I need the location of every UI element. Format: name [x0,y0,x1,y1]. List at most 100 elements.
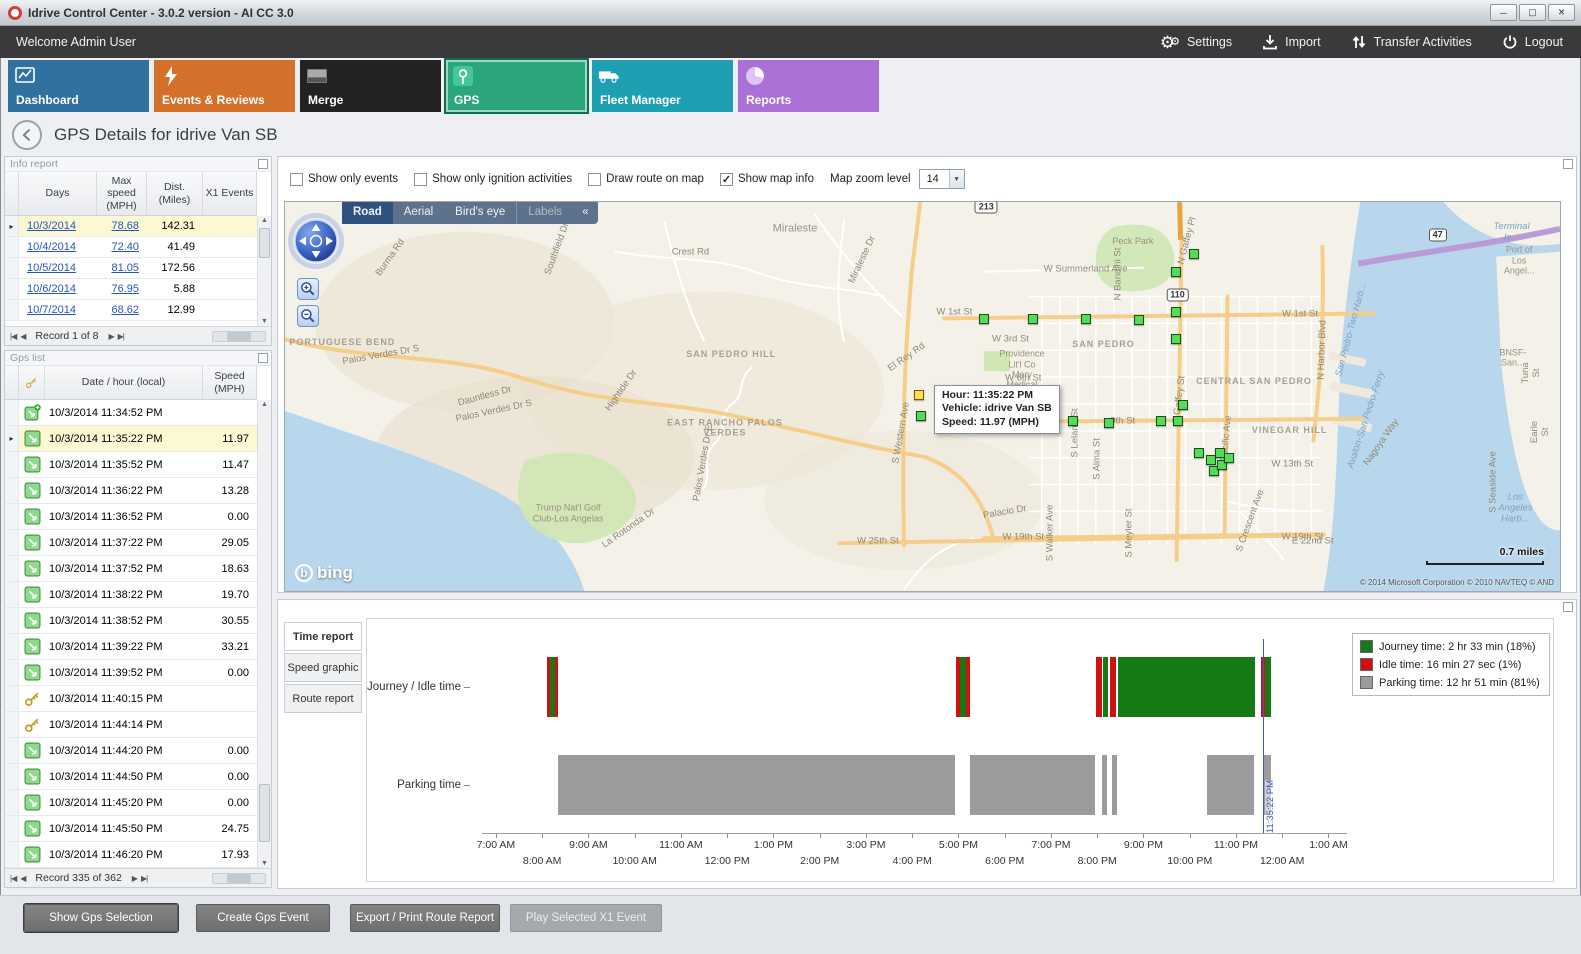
scrollbar-thumb[interactable] [227,331,251,341]
map-style-tab-road[interactable]: Road [342,202,393,224]
column-header-distance[interactable]: Dist. (Miles) [147,172,203,215]
gps-marker[interactable] [1080,313,1091,324]
gps-marker[interactable] [1223,453,1234,464]
day-link[interactable]: 10/6/2014 [27,283,76,295]
gps-list-scrollbar[interactable]: ▲ ▼ [257,400,271,868]
gps-list-row[interactable]: 10/3/2014 11:36:22 PM 13.28 [5,478,257,504]
gps-marker[interactable] [916,410,927,421]
gps-list-row[interactable]: 10/3/2014 11:37:52 PM 18.63 [5,556,257,582]
pager-prev-button[interactable]: ◀ [20,873,26,883]
tab-route-report[interactable]: Route report [284,684,362,713]
pager-last-button[interactable]: ▶| [117,331,125,341]
collapse-panel-icon[interactable] [1563,159,1573,169]
map-style-tab-aerial[interactable]: Aerial [403,206,434,218]
pager-scrollbar[interactable] [212,330,266,342]
map-tabs-collapse-button[interactable]: « [582,206,589,218]
info-report-scrollbar[interactable]: ▲ ▼ [257,216,271,326]
nav-tile-reports[interactable]: Reports [738,60,879,112]
collapse-panel-icon[interactable] [258,159,268,169]
map-style-tab-bird-s-eye[interactable]: Bird's eye [455,206,506,218]
scroll-down-icon[interactable]: ▼ [261,318,268,325]
create-gps-event-button[interactable]: Create Gps Event [196,904,330,932]
gps-marker[interactable] [1134,314,1145,325]
info-report-row[interactable]: ▸ 10/3/2014 78.68 142.31 [5,216,257,237]
max-speed-link[interactable]: 72.40 [111,241,139,253]
selected-gps-marker[interactable] [913,390,924,401]
gps-list-row[interactable]: 10/3/2014 11:45:50 PM 24.75 [5,816,257,842]
info-report-row[interactable]: 10/5/2014 81.05 172.56 [5,258,257,279]
gps-marker[interactable] [1205,454,1216,465]
gps-list-row[interactable]: 10/3/2014 11:39:22 PM 33.21 [5,634,257,660]
map-canvas[interactable]: Miraleste Peck Park W Summerland Ave Crest … [284,201,1561,592]
close-button[interactable]: ✕ [1548,4,1575,21]
show-only-events-option[interactable]: Show only events [290,172,398,186]
checkbox-icon[interactable] [588,172,602,186]
scrollbar-thumb[interactable] [259,784,270,842]
nav-tile-dashboard[interactable]: Dashboard [8,60,149,112]
show-gps-selection-button[interactable]: Show Gps Selection [24,904,178,932]
gps-marker[interactable] [1194,448,1205,459]
show-map-info-option[interactable]: ✓ Show map info [719,172,814,186]
day-link[interactable]: 10/5/2014 [27,262,76,274]
gps-list-row[interactable]: 10/3/2014 11:44:14 PM [5,712,257,738]
maximize-button[interactable]: ▢ [1519,4,1546,21]
map-compass-control[interactable] [293,218,339,264]
gps-marker[interactable] [1028,313,1039,324]
map-zoom-in-button[interactable] [297,278,319,300]
gps-list-row[interactable]: 10/3/2014 11:40:15 PM [5,686,257,712]
day-link[interactable]: 10/7/2014 [27,304,76,316]
gps-list-row[interactable]: 10/3/2014 11:35:52 PM 11.47 [5,452,257,478]
minimize-button[interactable]: ─ [1490,4,1517,21]
nav-tile-gps[interactable]: GPS [446,60,587,112]
column-header-speed[interactable]: Speed (MPH) [203,366,257,399]
scroll-down-icon[interactable]: ▼ [261,860,268,867]
gps-marker[interactable] [1217,460,1228,471]
collapse-panel-icon[interactable] [258,353,268,363]
info-report-row[interactable]: 10/7/2014 68.62 12.99 [5,300,257,321]
column-header-max-speed[interactable]: Max speed (MPH) [97,172,147,215]
info-report-row[interactable]: 10/4/2014 72.40 41.49 [5,237,257,258]
day-link[interactable]: 10/3/2014 [27,220,76,232]
pager-scrollbar[interactable] [212,872,266,884]
tab-time-report[interactable]: Time report [284,622,362,651]
pager-first-button[interactable]: |◀ [10,331,17,341]
map-zoom-out-button[interactable] [297,305,319,327]
nav-tile-merge[interactable]: Merge [300,60,441,112]
nav-tile-events[interactable]: Events & Reviews [154,60,295,112]
gps-marker[interactable] [1171,306,1182,317]
show-only-ignition-activities-option[interactable]: Show only ignition activities [414,172,572,186]
gps-list-row[interactable]: 10/3/2014 11:44:50 PM 0.00 [5,764,257,790]
scrollbar-thumb[interactable] [259,228,270,258]
column-header-days[interactable]: Days [19,172,97,215]
max-speed-link[interactable]: 78.68 [111,220,139,232]
gps-marker[interactable] [1171,266,1182,277]
day-link[interactable]: 10/4/2014 [27,241,76,253]
gps-list-row[interactable]: 10/3/2014 11:38:22 PM 19.70 [5,582,257,608]
back-button[interactable] [12,120,42,150]
gps-marker[interactable] [1155,416,1166,427]
checkbox-icon[interactable] [414,172,428,186]
gps-list-row[interactable]: 10/3/2014 11:39:52 PM 0.00 [5,660,257,686]
gps-marker[interactable] [1172,416,1183,427]
collapse-panel-icon[interactable] [1563,602,1573,612]
chevron-down-icon[interactable]: ▼ [948,170,964,188]
gps-list-row[interactable]: 10/3/2014 11:44:20 PM 0.00 [5,738,257,764]
checkbox-checked-icon[interactable]: ✓ [719,172,733,186]
pager-prev-button[interactable]: ◀ [20,331,26,341]
draw-route-on-map-option[interactable]: Draw route on map [588,172,704,186]
gps-list-row[interactable]: 10/3/2014 11:37:22 PM 29.05 [5,530,257,556]
nav-tile-fleet[interactable]: Fleet Manager [592,60,733,112]
import-button[interactable]: Import [1262,34,1321,50]
gps-marker[interactable] [1067,416,1078,427]
scroll-up-icon[interactable]: ▲ [261,217,268,224]
gps-list-row[interactable]: 10/3/2014 11:34:52 PM [5,400,257,426]
column-header-x1-events[interactable]: X1 Events [203,172,257,215]
pager-next-button[interactable]: ▶ [108,331,114,341]
max-speed-link[interactable]: 68.62 [111,304,139,316]
transfer-button[interactable]: Transfer Activities [1351,34,1472,50]
gps-marker[interactable] [978,313,989,324]
pager-last-button[interactable]: ▶| [140,873,148,883]
map-style-tab-labels[interactable]: Labels [516,202,573,224]
logout-button[interactable]: Logout [1502,34,1563,50]
gps-marker[interactable] [1209,466,1220,477]
